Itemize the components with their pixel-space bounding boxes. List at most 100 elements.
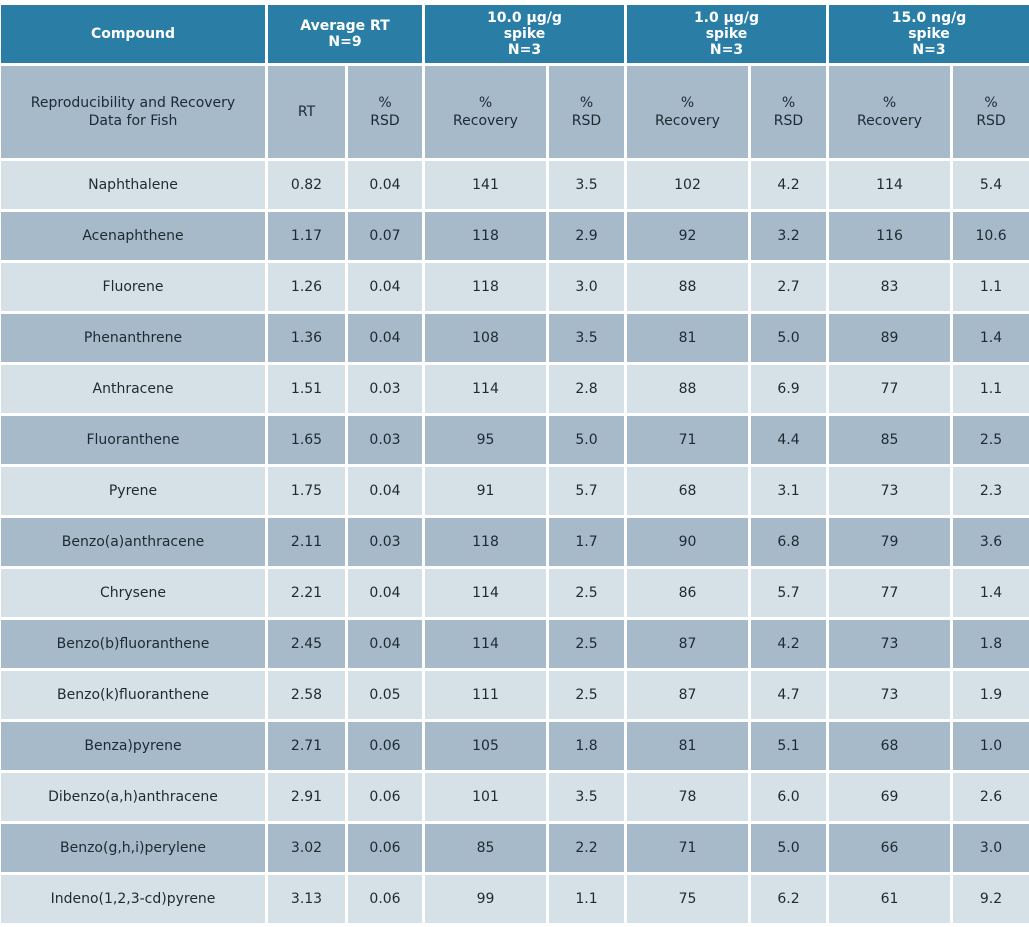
recovery-1-cell: 95 bbox=[425, 416, 546, 464]
recovery-3-cell: 73 bbox=[829, 620, 951, 668]
recovery-3-cell: 85 bbox=[829, 416, 951, 464]
rsd-2-cell: 4.4 bbox=[751, 416, 827, 464]
recovery-2-cell: 81 bbox=[627, 314, 748, 362]
recovery-1-cell: 105 bbox=[425, 722, 546, 770]
rsd-1-cell: 1.1 bbox=[549, 875, 624, 923]
rsd-2-cell: 2.7 bbox=[751, 263, 827, 311]
rt-cell: 1.36 bbox=[268, 314, 345, 362]
rsd-3-cell: 3.0 bbox=[953, 824, 1029, 872]
recovery-2-cell: 90 bbox=[627, 518, 748, 566]
rt-cell: 1.65 bbox=[268, 416, 345, 464]
rt-rsd-cell: 0.04 bbox=[348, 620, 422, 668]
table-row: Pyrene 1.75 0.04 91 5.7 68 3.1 73 2.3 bbox=[1, 467, 1029, 515]
header-compound: Compound bbox=[1, 5, 265, 63]
recovery-1-cell: 118 bbox=[425, 518, 546, 566]
rsd-1-cell: 3.5 bbox=[549, 773, 624, 821]
rsd-3-cell: 5.4 bbox=[953, 161, 1029, 209]
compound-cell: Anthracene bbox=[1, 365, 265, 413]
recovery-2-cell: 88 bbox=[627, 365, 748, 413]
subheader-recovery-2: % Recovery bbox=[627, 66, 748, 158]
rt-cell: 2.21 bbox=[268, 569, 345, 617]
recovery-2-cell: 86 bbox=[627, 569, 748, 617]
recovery-2-cell: 92 bbox=[627, 212, 748, 260]
table-row: Benzo(g,h,i)perylene 3.02 0.06 85 2.2 71 5.0 66… bbox=[1, 824, 1029, 872]
recovery-3-cell: 77 bbox=[829, 365, 951, 413]
rsd-2-cell: 6.0 bbox=[751, 773, 827, 821]
table-row: Benzo(a)anthracene 2.11 0.03 118 1.7 90 6.8 79 3… bbox=[1, 518, 1029, 566]
recovery-2-cell: 68 bbox=[627, 467, 748, 515]
recovery-2-cell: 87 bbox=[627, 671, 748, 719]
rt-rsd-cell: 0.05 bbox=[348, 671, 422, 719]
rsd-2-cell: 4.2 bbox=[751, 620, 827, 668]
rsd-3-cell: 1.9 bbox=[953, 671, 1029, 719]
recovery-1-cell: 141 bbox=[425, 161, 546, 209]
rt-cell: 2.91 bbox=[268, 773, 345, 821]
recovery-1-cell: 85 bbox=[425, 824, 546, 872]
recovery-1-cell: 101 bbox=[425, 773, 546, 821]
recovery-1-cell: 114 bbox=[425, 620, 546, 668]
rsd-1-cell: 5.7 bbox=[549, 467, 624, 515]
rsd-1-cell: 2.9 bbox=[549, 212, 624, 260]
header-row: Compound Average RT N=9 10.0 µg/g spike … bbox=[1, 5, 1029, 63]
rsd-3-cell: 1.4 bbox=[953, 314, 1029, 362]
subheader-rsd-1: % RSD bbox=[549, 66, 624, 158]
rt-cell: 1.75 bbox=[268, 467, 345, 515]
subheader-description: Reproducibility and Recovery Data for Fi… bbox=[1, 66, 265, 158]
table-row: Benzo(b)fluoranthene 2.45 0.04 114 2.5 87 4.2 7… bbox=[1, 620, 1029, 668]
rsd-3-cell: 1.4 bbox=[953, 569, 1029, 617]
compound-cell: Dibenzo(a,h)anthracene bbox=[1, 773, 265, 821]
rsd-3-cell: 10.6 bbox=[953, 212, 1029, 260]
recovery-3-cell: 89 bbox=[829, 314, 951, 362]
rsd-1-cell: 2.5 bbox=[549, 671, 624, 719]
recovery-3-cell: 79 bbox=[829, 518, 951, 566]
table-row: Fluoranthene 1.65 0.03 95 5.0 71 4.4 85 2.5 bbox=[1, 416, 1029, 464]
header-spike-1: 1.0 µg/g spike N=3 bbox=[627, 5, 827, 63]
rsd-2-cell: 6.9 bbox=[751, 365, 827, 413]
recovery-2-cell: 78 bbox=[627, 773, 748, 821]
rsd-1-cell: 5.0 bbox=[549, 416, 624, 464]
rt-rsd-cell: 0.06 bbox=[348, 773, 422, 821]
header-spike-10: 10.0 µg/g spike N=3 bbox=[425, 5, 624, 63]
rsd-3-cell: 2.6 bbox=[953, 773, 1029, 821]
table-body: Naphthalene 0.82 0.04 141 3.5 102 4.2 114 5.4 Ace… bbox=[1, 161, 1029, 923]
table-row: Phenanthrene 1.36 0.04 108 3.5 81 5.0 89 1.4 bbox=[1, 314, 1029, 362]
recovery-1-cell: 114 bbox=[425, 569, 546, 617]
subheader-rsd-3: % RSD bbox=[953, 66, 1029, 158]
rsd-2-cell: 4.2 bbox=[751, 161, 827, 209]
compound-cell: Acenaphthene bbox=[1, 212, 265, 260]
table-row: Fluorene 1.26 0.04 118 3.0 88 2.7 83 1.1 bbox=[1, 263, 1029, 311]
recovery-3-cell: 73 bbox=[829, 671, 951, 719]
rsd-1-cell: 3.5 bbox=[549, 161, 624, 209]
rsd-2-cell: 6.8 bbox=[751, 518, 827, 566]
rsd-2-cell: 5.0 bbox=[751, 314, 827, 362]
table-row: Anthracene 1.51 0.03 114 2.8 88 6.9 77 1.1 bbox=[1, 365, 1029, 413]
rt-rsd-cell: 0.04 bbox=[348, 263, 422, 311]
recovery-2-cell: 81 bbox=[627, 722, 748, 770]
table-row: Chrysene 2.21 0.04 114 2.5 86 5.7 77 1.4 bbox=[1, 569, 1029, 617]
recovery-3-cell: 69 bbox=[829, 773, 951, 821]
rsd-2-cell: 4.7 bbox=[751, 671, 827, 719]
rt-rsd-cell: 0.04 bbox=[348, 314, 422, 362]
rt-rsd-cell: 0.03 bbox=[348, 365, 422, 413]
recovery-1-cell: 114 bbox=[425, 365, 546, 413]
rsd-1-cell: 2.2 bbox=[549, 824, 624, 872]
rsd-2-cell: 3.1 bbox=[751, 467, 827, 515]
recovery-1-cell: 99 bbox=[425, 875, 546, 923]
compound-cell: Phenanthrene bbox=[1, 314, 265, 362]
rt-rsd-cell: 0.06 bbox=[348, 824, 422, 872]
recovery-3-cell: 73 bbox=[829, 467, 951, 515]
rsd-3-cell: 1.8 bbox=[953, 620, 1029, 668]
compound-cell: Pyrene bbox=[1, 467, 265, 515]
rsd-3-cell: 1.0 bbox=[953, 722, 1029, 770]
subheader-rt-rsd: % RSD bbox=[348, 66, 422, 158]
table-row: Dibenzo(a,h)anthracene 2.91 0.06 101 3.5 78 6.… bbox=[1, 773, 1029, 821]
table-row: Indeno(1,2,3-cd)pyrene 3.13 0.06 99 1.1 75 6.2… bbox=[1, 875, 1029, 923]
recovery-2-cell: 88 bbox=[627, 263, 748, 311]
table-row: Benzo(k)fluoranthene 2.58 0.05 111 2.5 87 4.7 7… bbox=[1, 671, 1029, 719]
recovery-3-cell: 83 bbox=[829, 263, 951, 311]
compound-cell: Benzo(k)fluoranthene bbox=[1, 671, 265, 719]
rt-rsd-cell: 0.04 bbox=[348, 467, 422, 515]
rt-rsd-cell: 0.06 bbox=[348, 875, 422, 923]
compound-cell: Fluoranthene bbox=[1, 416, 265, 464]
